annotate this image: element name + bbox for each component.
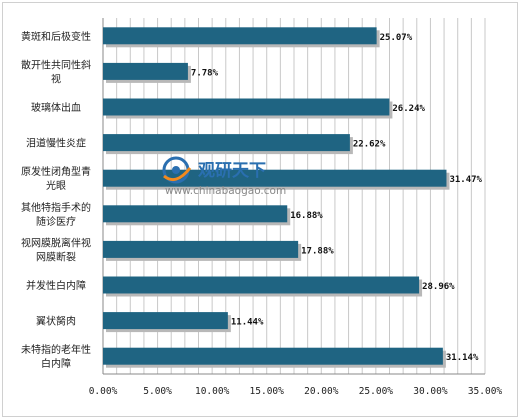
x-tick-label: 25.00% [359, 386, 394, 397]
y-category-label: 光眼 [46, 179, 66, 192]
y-category-label: 翼状胬肉 [36, 315, 76, 328]
y-category-label: 未特指的老年性 [21, 343, 91, 356]
data-label: 26.24% [392, 104, 425, 114]
x-tick-label: 15.00% [250, 386, 285, 397]
y-category-label: 网膜断裂 [36, 250, 76, 263]
y-category-label: 白内障 [41, 357, 71, 370]
y-category-label: 其他特指手术的 [21, 201, 91, 214]
data-label: 17.88% [301, 246, 334, 256]
bar [103, 27, 377, 45]
y-category-label: 玻璃体出血 [31, 101, 81, 114]
x-tick-label: 35.00% [468, 386, 503, 397]
watermark-url: www.chinabaogao.com [165, 185, 286, 197]
data-label: 25.07% [380, 33, 413, 43]
y-category-label: 泪道慢性炎症 [26, 137, 86, 150]
watermark-title: 观研天下 [197, 161, 266, 181]
x-tick-label: 30.00% [413, 386, 448, 397]
y-category-label: 原发性闭角型青 [21, 165, 91, 178]
bar [103, 62, 188, 80]
bar [103, 347, 443, 365]
data-label: 31.47% [449, 175, 482, 185]
data-label: 16.88% [290, 211, 323, 221]
y-category-label: 随诊医疗 [36, 215, 76, 228]
data-label: 11.44% [231, 318, 264, 328]
bar [103, 134, 350, 152]
x-tick-label: 0.00% [89, 386, 118, 397]
y-category-label: 并发性白内障 [26, 279, 86, 292]
watermark: 观研天下 www.chinabaogao.com [162, 156, 286, 197]
bar [103, 312, 228, 330]
labels-layer: 0.00% 5.00% 10.00% 15.00% 20.00% 25.00% 30.00%… [21, 30, 502, 397]
y-category-label: 黄斑和后极变性 [21, 30, 91, 43]
bar [103, 276, 420, 294]
watermark-logo-icon [162, 156, 192, 184]
y-category-label: 视 [51, 72, 61, 85]
y-category-label: 视网膜脱离伴视 [21, 236, 91, 249]
x-tick-label: 20.00% [304, 386, 339, 397]
x-tick-label: 10.00% [195, 386, 230, 397]
data-label: 22.62% [353, 140, 386, 150]
data-label: 7.78% [191, 68, 219, 78]
bar [103, 98, 390, 116]
y-category-label: 散开性共同性斜 [21, 58, 91, 71]
bar [103, 205, 288, 223]
data-label: 28.96% [422, 282, 455, 292]
data-label: 31.14% [446, 353, 479, 363]
x-tick-label: 5.00% [143, 386, 172, 397]
bar [103, 240, 299, 258]
bars-layer [103, 27, 450, 368]
